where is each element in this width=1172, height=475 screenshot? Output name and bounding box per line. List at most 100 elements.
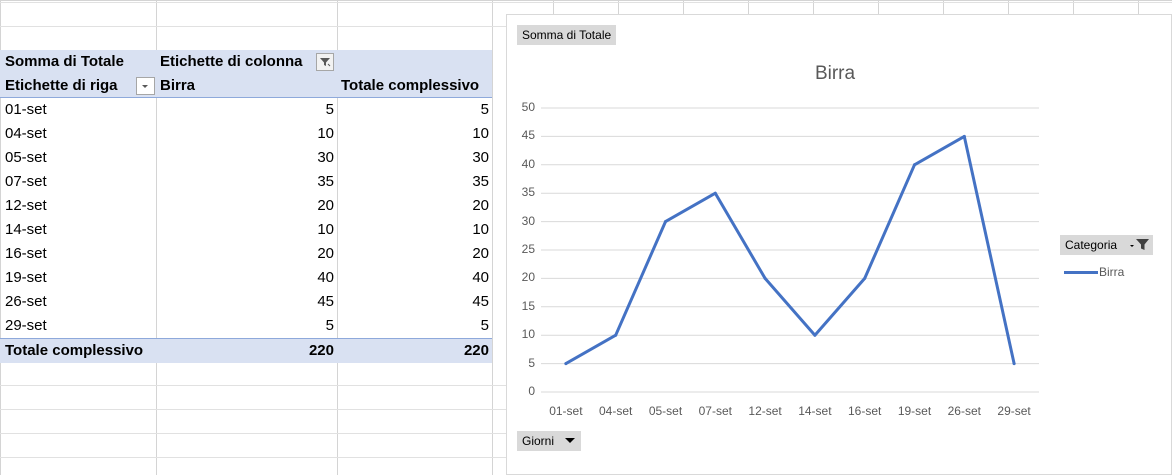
y-tick-label: 5: [528, 355, 535, 370]
x-tick-label: 19-set: [897, 404, 932, 418]
chevron-down-icon: [565, 438, 575, 443]
data-point[interactable]: [962, 134, 966, 138]
axis-field-button[interactable]: Giorni: [517, 431, 581, 451]
series-line-birra[interactable]: [564, 134, 1016, 366]
x-tick-label: 16-set: [848, 404, 882, 418]
filter-icon: [1130, 239, 1149, 250]
column-divider: [156, 0, 157, 475]
cell-birra[interactable]: 10: [317, 221, 334, 238]
cell-birra[interactable]: 20: [317, 197, 334, 214]
cell-birra[interactable]: 35: [317, 173, 334, 190]
y-tick-label: 35: [521, 185, 535, 200]
grand-total-value[interactable]: 220: [463, 342, 489, 359]
table-row: 29-set 5 5: [0, 314, 492, 338]
data-point[interactable]: [763, 276, 767, 280]
series-header-birra: Birra: [160, 77, 196, 94]
x-tick-label: 07-set: [698, 404, 732, 418]
data-point[interactable]: [863, 276, 867, 280]
row-label[interactable]: 01-set: [5, 101, 47, 118]
x-tick-label: 05-set: [648, 404, 683, 418]
cell-total[interactable]: 35: [472, 173, 489, 190]
data-point[interactable]: [564, 362, 568, 366]
x-tick-label: 12-set: [748, 404, 782, 418]
cell-birra[interactable]: 5: [325, 101, 334, 118]
chart-title[interactable]: Birra: [814, 63, 856, 84]
x-tick-label: 29-set: [997, 404, 1031, 418]
column-labels-header[interactable]: Etichette di colonna: [160, 53, 303, 70]
y-tick-label: 0: [528, 384, 535, 398]
cell-total[interactable]: 10: [472, 125, 489, 142]
x-tick-label: 14-set: [798, 404, 832, 418]
table-row: 19-set 40 40: [0, 266, 492, 290]
x-tick-label: 04-set: [599, 404, 633, 418]
row-label[interactable]: 04-set: [5, 125, 47, 142]
column-filter-button[interactable]: [316, 53, 334, 71]
legend-field-button[interactable]: Categoria: [1060, 235, 1153, 255]
legend-field-label: Categoria: [1065, 238, 1118, 252]
row-label[interactable]: 12-set: [5, 197, 47, 214]
cell-total[interactable]: 20: [472, 197, 489, 214]
row-label[interactable]: 26-set: [5, 293, 47, 310]
row-label[interactable]: 29-set: [5, 317, 47, 334]
cell-birra[interactable]: 30: [317, 149, 334, 166]
data-point[interactable]: [614, 333, 618, 337]
grand-total-label[interactable]: Totale complessivo: [5, 342, 144, 359]
cell-birra[interactable]: 10: [317, 125, 334, 142]
cell-total[interactable]: 30: [472, 149, 489, 166]
value-field-button[interactable]: Somma di Totale: [517, 25, 617, 45]
pivot-chart[interactable]: Somma di Totale Birra 0 5 10 15 20 25 30 35 40 45…: [506, 14, 1172, 475]
row-label[interactable]: 14-set: [5, 221, 47, 238]
table-row: 12-set 20 20: [0, 194, 492, 218]
table-row: 01-set 5 5: [0, 98, 492, 122]
y-tick-label: 30: [521, 213, 535, 228]
cell-total[interactable]: 5: [480, 317, 489, 334]
y-tick-label: 10: [521, 327, 535, 342]
table-row: 04-set 10 10: [0, 122, 492, 146]
plot-area: [541, 107, 1039, 393]
data-point[interactable]: [1012, 362, 1016, 366]
data-point[interactable]: [664, 220, 667, 224]
y-tick-label: 20: [521, 270, 535, 285]
chevron-down-icon: [142, 85, 148, 88]
grand-total-row: Totale complessivo 220 220: [0, 338, 492, 363]
pivot-subheader-row: Etichette di riga Birra Totale complessi…: [0, 74, 492, 98]
axis-field-label: Giorni: [522, 434, 555, 448]
legend-swatch-birra: [1064, 271, 1098, 274]
cell-birra[interactable]: 20: [317, 245, 334, 262]
cell-total[interactable]: 20: [472, 245, 489, 262]
filter-icon: [320, 58, 331, 67]
data-point[interactable]: [713, 191, 717, 195]
table-row: 07-set 35 35: [0, 170, 492, 194]
grand-total-header: Totale complessivo: [341, 77, 480, 94]
cell-birra[interactable]: 5: [325, 317, 334, 334]
y-tick-label: 45: [521, 128, 535, 143]
cell-birra[interactable]: 40: [317, 269, 334, 286]
y-tick-label: 25: [521, 242, 535, 256]
value-field-label[interactable]: Somma di Totale: [5, 53, 124, 70]
row-filter-dropdown[interactable]: [136, 77, 155, 95]
cell-total[interactable]: 40: [472, 269, 489, 286]
y-tick-label: 50: [521, 100, 535, 114]
table-row: 26-set 45 45: [0, 290, 492, 314]
cell-total[interactable]: 5: [480, 101, 489, 118]
cell-birra[interactable]: 45: [317, 293, 334, 310]
row-label[interactable]: 19-set: [5, 269, 47, 286]
row-labels-header[interactable]: Etichette di riga: [5, 77, 118, 94]
row-label[interactable]: 16-set: [5, 245, 47, 262]
y-tick-label: 15: [521, 298, 535, 313]
data-point[interactable]: [913, 163, 916, 167]
grand-total-birra[interactable]: 220: [308, 342, 334, 359]
cell-total[interactable]: 45: [472, 293, 489, 310]
table-row: 14-set 10 10: [0, 218, 492, 242]
pivot-header-row: Somma di Totale Etichette di colonna: [0, 50, 492, 74]
y-tick-label: 40: [521, 156, 535, 171]
x-tick-label: 26-set: [947, 404, 981, 418]
cell-total[interactable]: 10: [472, 221, 489, 238]
row-divider: [0, 2, 1172, 3]
column-divider: [337, 0, 338, 475]
row-label[interactable]: 05-set: [5, 149, 47, 166]
row-label[interactable]: 07-set: [5, 173, 47, 190]
legend-entry-birra[interactable]: Birra: [1099, 265, 1125, 279]
data-point[interactable]: [813, 333, 817, 337]
table-row: 16-set 20 20: [0, 242, 492, 266]
